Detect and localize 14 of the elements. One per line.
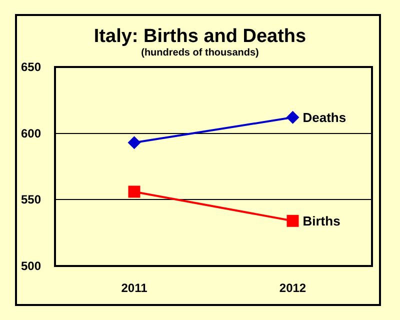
point <box>128 136 141 150</box>
point <box>286 214 299 227</box>
x-tick-label: 2011 <box>121 281 148 295</box>
y-tick-label: 650 <box>20 60 42 74</box>
series-label: Births <box>302 213 340 228</box>
chart-title: Italy: Births and Deaths <box>94 26 306 47</box>
y-tick-label: 600 <box>20 126 42 140</box>
point <box>286 110 300 124</box>
series-label: Deaths <box>302 110 346 125</box>
point <box>128 186 140 198</box>
chart-subtitle: (hundreds of thousands) <box>141 48 259 58</box>
x-tick-label: 2012 <box>279 281 306 295</box>
y-tick-label: 500 <box>20 259 42 273</box>
y-tick-label: 550 <box>20 192 42 207</box>
